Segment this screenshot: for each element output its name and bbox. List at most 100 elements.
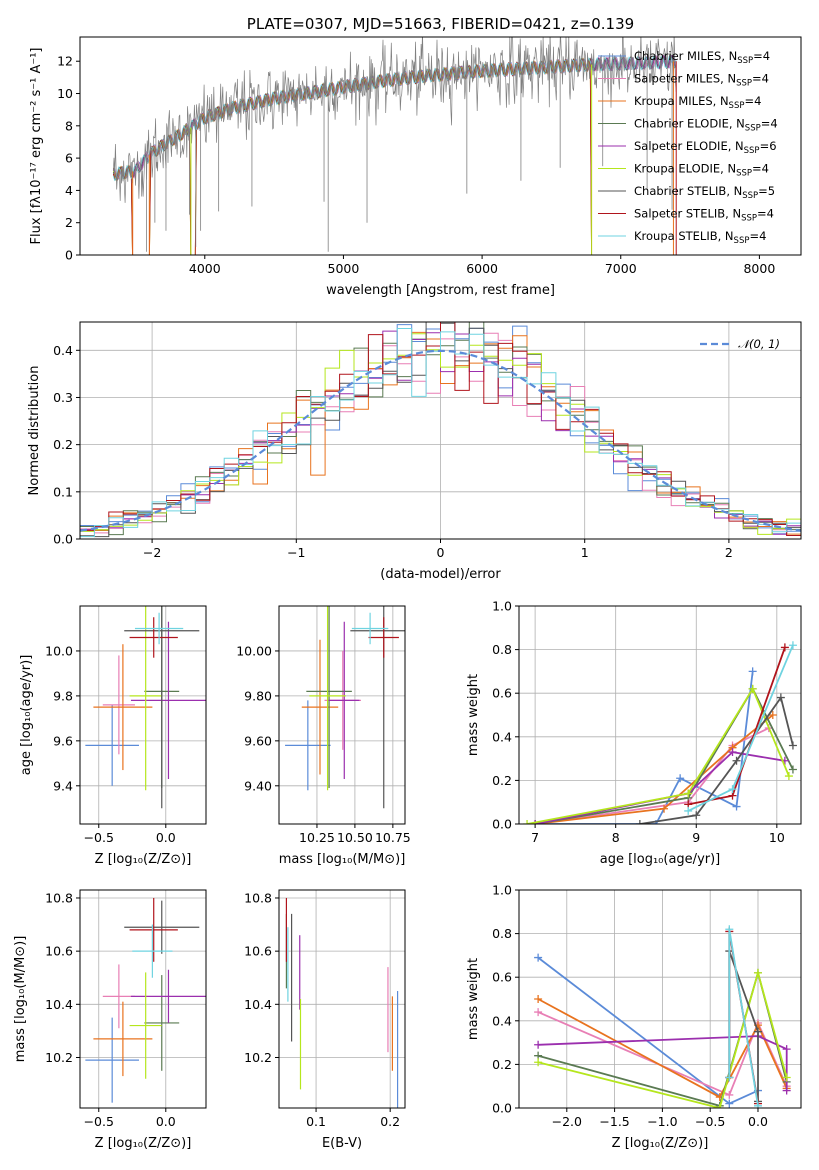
- legend-entry: Chabrier ELODIE, NSSP=4: [634, 117, 778, 134]
- legend-entry: Kroupa MILES, NSSP=4: [634, 94, 761, 111]
- plot-area: [534, 925, 791, 1108]
- series-point: [788, 765, 797, 774]
- grid-lines: [80, 606, 206, 824]
- errorbar-salpeter-elodie: [130, 969, 206, 1023]
- series-line: [537, 969, 788, 1108]
- plot-area: [285, 606, 405, 809]
- series-point: [732, 756, 741, 765]
- y-tick-label: 10.8: [244, 890, 272, 905]
- x-axis-label: (data-model)/error: [380, 567, 501, 582]
- series-point: [684, 806, 693, 815]
- chart-massweight-vs-z: −2.0 −1.5 −1.0 −0.5 0.0 0.0 0.2 0.4 0.6 0.8 1.0 Z […: [466, 883, 802, 1151]
- plot-area: [85, 606, 206, 809]
- legend-entry: Kroupa STELIB, NSSP=4: [634, 229, 766, 246]
- series-line: [526, 686, 790, 824]
- series-point: [676, 774, 685, 783]
- legend-entry: Salpeter ELODIE, NSSP=6: [634, 139, 777, 156]
- x-tick-label: 9: [692, 830, 700, 845]
- x-axis-label: Z [log₁₀(Z/Z⊙)]: [95, 1136, 192, 1151]
- y-tick-label: 10: [57, 86, 73, 101]
- series-point: [780, 643, 789, 652]
- y-tick-label: 10.8: [45, 890, 73, 905]
- x-tick-label: 5000: [328, 261, 360, 276]
- grid-lines: [80, 890, 206, 1108]
- errorbar-salpeter-stelib: [129, 897, 178, 962]
- series-point: [753, 968, 762, 977]
- errorbar-chabrier-elodie: [144, 975, 180, 1071]
- y-tick-label: 0.8: [492, 926, 512, 941]
- plot-area: [523, 641, 797, 824]
- grid-lines: [279, 606, 405, 824]
- y-tick-label: 6: [65, 151, 73, 166]
- series-line: [537, 998, 788, 1099]
- series-salpeter-miles: [531, 724, 773, 824]
- y-axis-label: mass [log₁₀(M/M⊙)]: [13, 936, 28, 1063]
- errorbar-kroupa-stelib: [132, 924, 173, 978]
- axes-frame: [79, 605, 207, 825]
- series-kroupa-elodie: [523, 684, 793, 824]
- x-tick-label: 0: [437, 545, 445, 560]
- x-tick-label: 7: [531, 830, 539, 845]
- residual-hist-chabrier-stelib: [80, 322, 801, 538]
- series-line: [534, 751, 786, 824]
- y-tick-label: 0.2: [53, 437, 73, 452]
- plot-area: [85, 897, 206, 1103]
- x-tick-label: −2.0: [552, 1114, 582, 1129]
- plot-area: [285, 897, 399, 1108]
- spectrum-data: [112, 37, 677, 203]
- errorbar-chabrier-miles: [85, 1017, 139, 1103]
- y-tick-label: 9.6: [53, 733, 73, 748]
- y-tick-label: 0.6: [492, 686, 512, 701]
- y-tick-label: 0.3: [53, 390, 73, 405]
- y-tick-label: 10.4: [244, 997, 272, 1012]
- y-tick-label: 0.0: [492, 817, 512, 832]
- series-point: [728, 785, 737, 794]
- series-point: [753, 1101, 762, 1108]
- axes-frame: [278, 889, 406, 1109]
- grid-lines: [279, 890, 405, 1108]
- series-point: [692, 811, 701, 820]
- series-point: [782, 1045, 791, 1054]
- series-line: [534, 686, 794, 824]
- series-point: [660, 804, 669, 813]
- series-point: [782, 1073, 791, 1082]
- x-axis-label: Z [log₁₀(Z/Z⊙)]: [95, 852, 192, 867]
- y-tick-label: 12: [57, 54, 73, 69]
- series-chabrier-stelib: [635, 693, 797, 824]
- normal-curve: [80, 349, 801, 532]
- series-point: [725, 1099, 734, 1108]
- y-tick-label: 9.60: [244, 733, 272, 748]
- series-point: [753, 1027, 762, 1036]
- legend-entry: Chabrier STELIB, NSSP=5: [634, 184, 775, 201]
- y-tick-label: 10.6: [244, 944, 272, 959]
- chart-age-vs-z: −0.5 0.0 9.4 9.6 9.8 10.0 Z [log₁₀(Z/Z⊙)] age […: [19, 605, 207, 867]
- y-tick-label: 0.0: [492, 1101, 512, 1116]
- axes-frame: [518, 889, 802, 1109]
- series-point: [788, 641, 797, 650]
- errorbar-kroupa-elodie: [309, 606, 346, 791]
- series-point: [784, 772, 793, 781]
- legend-entry: Kroupa ELODIE, NSSP=4: [634, 162, 769, 179]
- errorbar-salpeter-miles: [102, 964, 135, 1029]
- x-tick-label: 10.75: [375, 830, 411, 845]
- y-tick-label: 10.2: [45, 1050, 73, 1065]
- x-axis-label: age [log₁₀(age/yr)]: [600, 852, 721, 867]
- x-tick-label: −0.5: [695, 1114, 725, 1129]
- axes-frame: [79, 889, 207, 1109]
- series-point: [534, 1058, 543, 1067]
- x-tick-label: −0.5: [84, 1114, 114, 1129]
- x-tick-label: 2: [725, 545, 733, 560]
- x-axis-label: mass [log₁₀(M/M⊙)]: [279, 852, 406, 867]
- axes-frame: [278, 605, 406, 825]
- y-tick-label: 0.2: [492, 773, 512, 788]
- x-tick-label: 8000: [743, 261, 775, 276]
- residual-hist-salpeter-stelib: [80, 322, 801, 536]
- legend-entry: Salpeter MILES, NSSP=4: [634, 72, 769, 89]
- series-point: [748, 667, 757, 676]
- errorbar-kroupa-elodie: [129, 606, 162, 791]
- chart-mass-vs-ebv: 0.1 0.2 10.2 10.4 10.6 10.8 E(B-V): [244, 889, 406, 1151]
- y-tick-label: 10.00: [236, 643, 272, 658]
- series-line: [537, 1011, 788, 1097]
- x-tick-label: 1: [581, 545, 589, 560]
